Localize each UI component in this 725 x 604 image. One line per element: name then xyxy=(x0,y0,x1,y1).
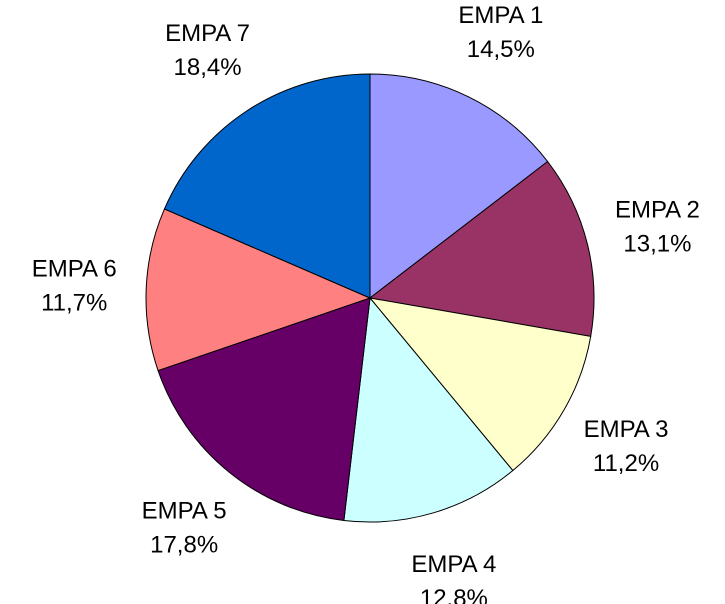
slice-label: EMPA 2 xyxy=(615,197,700,224)
slice-label: EMPA 7 xyxy=(165,20,250,47)
pie-slice xyxy=(368,160,595,337)
slice-value-label: 11,2% xyxy=(593,450,659,477)
pie-slice xyxy=(343,296,514,523)
pie-slice xyxy=(163,73,371,299)
slice-value-label: 14,5% xyxy=(467,36,535,63)
slice-value-label: 17,8% xyxy=(150,532,218,559)
slice-label: EMPA 3 xyxy=(584,416,669,443)
slice-label: EMPA 4 xyxy=(411,551,496,578)
slice-label: EMPA 5 xyxy=(142,498,227,525)
pie-slice xyxy=(368,297,592,472)
pie-slice xyxy=(145,208,372,372)
slice-value-label: 13,1% xyxy=(623,231,691,258)
pie-slice xyxy=(157,297,371,522)
slice-label: EMPA 1 xyxy=(458,2,543,29)
slice-value-label: 18,4% xyxy=(174,54,242,81)
slice-value-label: 12,8% xyxy=(420,585,488,604)
pie-slice xyxy=(369,73,549,300)
slice-label: EMPA 6 xyxy=(32,256,117,283)
slice-value-label: 11,7% xyxy=(41,290,107,317)
